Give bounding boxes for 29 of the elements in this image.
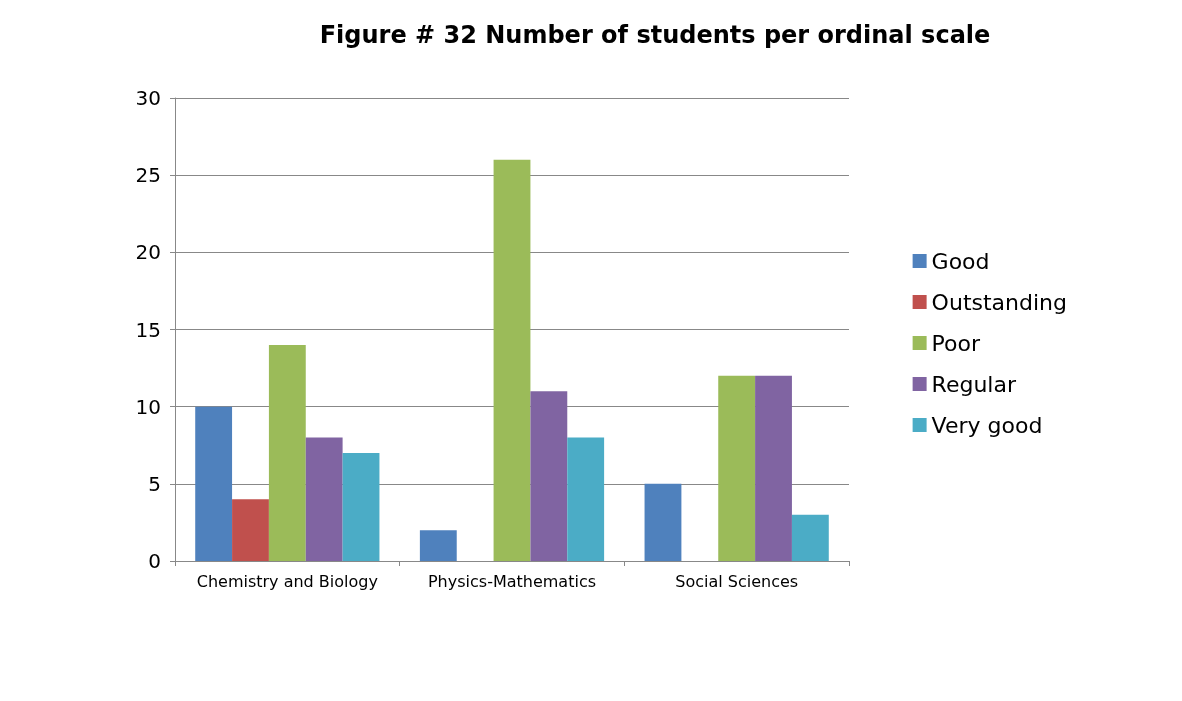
y-tick-label: 20 [135, 240, 161, 265]
y-tick-label: 30 [135, 86, 161, 110]
legend-label: Regular [931, 371, 1017, 397]
x-tick-label: Social Sciences [675, 571, 799, 591]
bar [342, 452, 380, 561]
y-tick-label: 15 [135, 317, 161, 342]
y-tick-label: 10 [135, 394, 161, 419]
x-tick-label: Physics-Mathematics [427, 571, 597, 591]
bar [718, 375, 756, 561]
bar [195, 406, 233, 561]
y-tick-label: 5 [148, 471, 161, 496]
bar [791, 514, 829, 561]
bar [493, 159, 531, 561]
bar [644, 483, 682, 561]
x-tick-label: Chemistry and Biology [196, 571, 378, 591]
y-tick-label: 25 [135, 163, 161, 188]
chart-title: Figure # 32 Number of students per ordinal scale [319, 21, 991, 49]
bar [567, 437, 605, 561]
bar [305, 437, 343, 561]
legend-label: Outstanding [931, 289, 1068, 315]
legend-label: Poor [931, 330, 982, 356]
bar [755, 375, 792, 561]
legend-label: Very good [931, 412, 1043, 438]
y-tick-label: 0 [148, 549, 161, 573]
bar [232, 499, 269, 561]
bar [419, 530, 457, 561]
bar [268, 344, 306, 561]
bar [530, 391, 568, 561]
legend-label: Good [931, 248, 990, 274]
